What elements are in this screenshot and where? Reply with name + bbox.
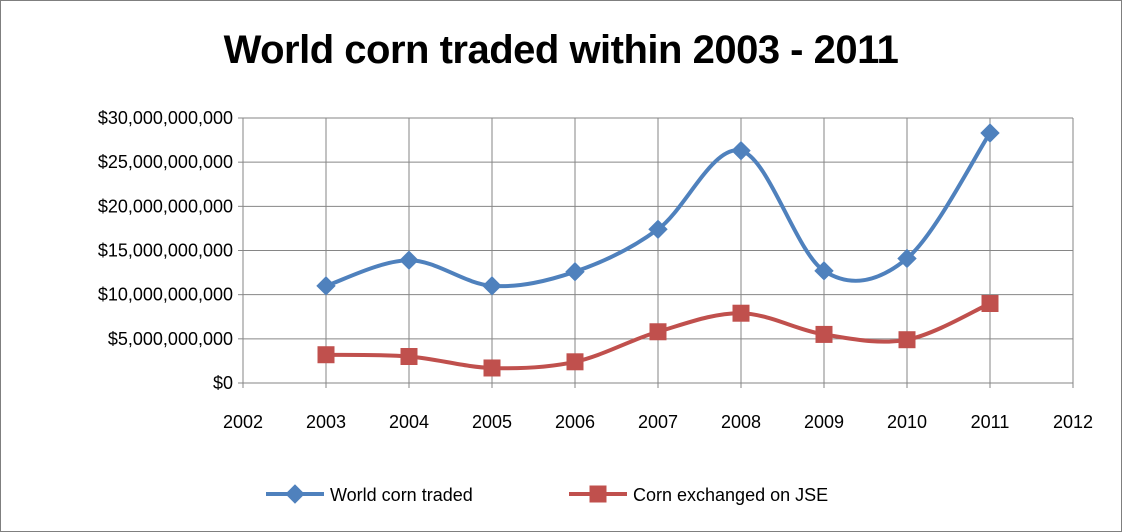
world-corn-traded-point <box>399 250 419 270</box>
series-markers <box>316 123 1000 377</box>
world-corn-traded-line <box>324 131 992 289</box>
legend-world-corn-traded-marker <box>285 484 305 504</box>
x-tick-label: 2012 <box>1053 412 1093 432</box>
legend-world-corn-traded-label: World corn traded <box>330 485 473 505</box>
corn-exchanged-jse-point <box>400 348 418 365</box>
x-tick-label: 2006 <box>555 412 595 432</box>
gridlines <box>243 117 1074 383</box>
x-tick-label: 2008 <box>721 412 761 432</box>
y-tick-label: $25,000,000,000 <box>98 152 233 172</box>
world-corn-traded-point <box>648 219 668 240</box>
world-corn-traded-point <box>814 261 834 281</box>
y-tick-label: $10,000,000,000 <box>98 285 233 305</box>
x-tick-label: 2010 <box>887 412 927 432</box>
x-tick-label: 2007 <box>638 412 678 432</box>
y-tick-label: $20,000,000,000 <box>98 196 233 216</box>
world-corn-traded-point <box>897 248 917 269</box>
x-tick-label: 2004 <box>389 412 429 432</box>
corn-exchanged-jse-point <box>732 304 750 322</box>
chart-title: World corn traded within 2003 - 2011 <box>223 28 899 72</box>
y-tick-label: $30,000,000,000 <box>98 108 233 128</box>
x-tick-label: 2003 <box>306 412 346 432</box>
world-corn-traded-point <box>565 261 585 282</box>
legend: World corn traded Corn exchanged on JSE <box>266 484 828 505</box>
corn-exchanged-jse-point <box>981 295 999 312</box>
world-corn-traded-point <box>316 276 336 296</box>
axes <box>238 117 1074 388</box>
corn-exchanged-jse-point <box>566 353 584 371</box>
legend-corn-exchanged-jse-marker <box>589 485 607 503</box>
corn-exchanged-jse-point <box>317 346 335 364</box>
x-tick-label: 2005 <box>472 412 512 432</box>
corn-exchanged-jse-point <box>649 323 667 341</box>
x-tick-label: 2002 <box>223 412 263 432</box>
tick-labels: $0 $5,000,000,000 $10,000,000,000 $15,000,0… <box>98 108 1093 432</box>
world-corn-traded-point <box>980 123 1000 143</box>
y-tick-label: $5,000,000,000 <box>108 329 233 349</box>
corn-exchanged-jse-point <box>815 325 833 343</box>
legend-corn-exchanged-jse-label: Corn exchanged on JSE <box>633 485 828 505</box>
corn-exchanged-jse-point <box>898 331 916 349</box>
x-tick-label: 2009 <box>804 412 844 432</box>
world-corn-traded-point <box>731 140 751 161</box>
y-tick-label: $15,000,000,000 <box>98 241 233 261</box>
corn-exchanged-jse-point <box>483 359 501 377</box>
x-tick-label: 2011 <box>971 412 1010 432</box>
y-tick-label: $0 <box>213 373 233 393</box>
world-corn-traded-point <box>482 276 502 296</box>
